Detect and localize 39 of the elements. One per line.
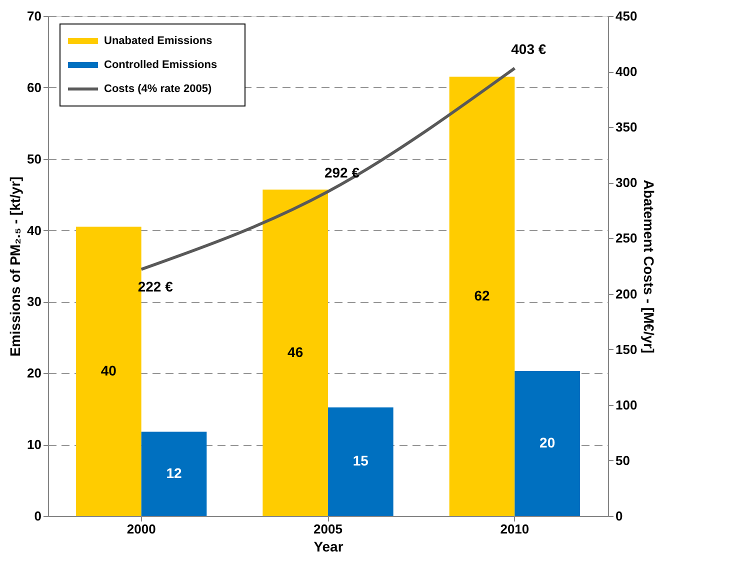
y-tick-label: 60 xyxy=(27,80,42,95)
y2-tick-label: 300 xyxy=(616,175,638,190)
y-tick-label: 10 xyxy=(27,437,42,452)
y2-tick-label: 450 xyxy=(616,8,638,24)
y-axis-title: Emissions of PM₂.₅ - [kt/yr] xyxy=(7,176,24,356)
legend-label: Unabated Emissions xyxy=(104,35,212,47)
x-tick-label: 2010 xyxy=(500,522,530,536)
y-tick-label: 50 xyxy=(27,151,42,166)
x-axis-title: Year xyxy=(314,538,344,554)
y2-tick-label: 250 xyxy=(616,230,638,246)
y-tick-label: 40 xyxy=(27,222,42,238)
y2-tick-label: 150 xyxy=(616,342,638,357)
bar xyxy=(449,76,515,516)
x-tick-label: 2000 xyxy=(126,522,156,536)
y2-tick-label: 50 xyxy=(616,452,630,468)
data-label: 46 xyxy=(288,344,304,360)
data-label: 40 xyxy=(100,362,117,378)
y2-tick-label: 0 xyxy=(616,508,623,524)
y2-tick-label: 100 xyxy=(616,397,638,412)
y2-tick-label: 200 xyxy=(616,286,638,302)
y-tick-label: 70 xyxy=(27,8,42,24)
y-tick-label: 20 xyxy=(27,366,42,381)
y2-tick-label: 400 xyxy=(616,64,638,80)
bar xyxy=(328,407,394,516)
bar xyxy=(262,190,328,516)
data-label: 20 xyxy=(540,434,556,450)
y2-tick-label: 350 xyxy=(616,120,638,135)
y2-axis-title: Abatement Costs - [M€/yr] xyxy=(641,180,658,354)
bar xyxy=(141,432,207,516)
bar xyxy=(514,371,580,516)
legend-label: Costs (4% rate 2005) xyxy=(104,83,212,95)
y-tick-label: 0 xyxy=(34,508,42,524)
y-tick-label: 30 xyxy=(27,294,42,310)
x-tick-label: 2005 xyxy=(314,522,342,536)
data-label: 403 € xyxy=(511,41,546,58)
data-label: 12 xyxy=(166,464,182,481)
legend-label: Controlled Emissions xyxy=(104,59,218,71)
data-label: 15 xyxy=(352,452,369,469)
data-label: 62 xyxy=(474,287,490,304)
